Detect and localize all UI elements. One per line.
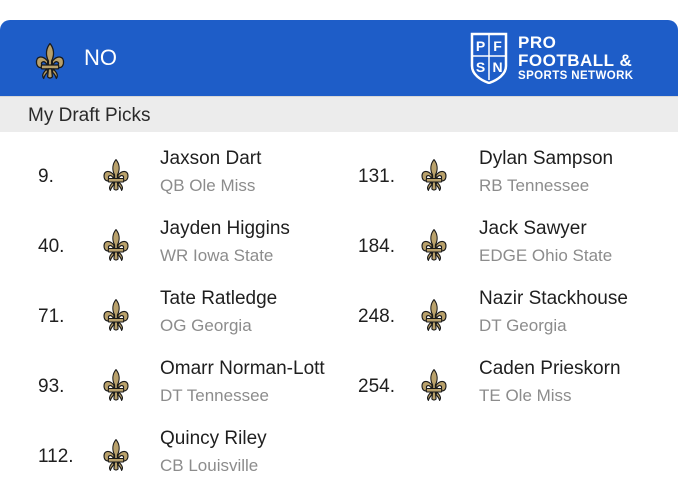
draft-pick-row: 9. Jaxson Dart QB Ole Miss	[0, 148, 320, 204]
draft-pick-row: 131. Dylan Sampson RB Tennessee	[0, 148, 613, 204]
brand-line-1: PRO	[518, 33, 557, 52]
pick-number: 9.	[38, 166, 54, 187]
svg-text:P: P	[476, 38, 485, 54]
section-title: My Draft Picks	[28, 105, 151, 126]
player-name: Jayden Higgins	[160, 218, 290, 239]
fleur-de-lis-icon	[34, 42, 66, 80]
pick-number: 248.	[358, 306, 395, 327]
fleur-de-lis-icon	[420, 368, 448, 402]
player-name: Dylan Sampson	[479, 148, 614, 169]
draft-pick-row: 71. Tate Ratledge OG Georgia	[0, 288, 320, 344]
draft-pick-row: 112. Quincy Riley CB Louisville	[0, 428, 320, 484]
brand-line-3: SPORTS NETWORK	[518, 70, 634, 82]
svg-text:S: S	[476, 59, 485, 75]
pick-number: 112.	[38, 446, 74, 467]
pfsn-badge-icon: P F S N	[470, 32, 508, 84]
pick-number: 71.	[38, 306, 65, 327]
player-name: Quincy Riley	[160, 428, 267, 449]
player-position-college: CB Louisville	[160, 456, 259, 475]
draft-pick-row: 184. Jack Sawyer EDGE Ohio State	[0, 218, 612, 274]
fleur-de-lis-icon	[420, 158, 448, 192]
team-header: NO P F S N PRO FOOTBALL & SPORTS NETWORK	[0, 20, 678, 96]
player-position-college: OG Georgia	[160, 316, 252, 335]
player-position-college: QB Ole Miss	[160, 176, 256, 195]
fleur-de-lis-icon	[420, 298, 448, 332]
player-name: Jaxson Dart	[160, 148, 262, 169]
player-name: Jack Sawyer	[479, 218, 587, 239]
player-name: Tate Ratledge	[160, 288, 278, 309]
player-position-college: TE Ole Miss	[479, 386, 572, 405]
player-name: Caden Prieskorn	[479, 358, 621, 379]
draft-pick-row: 93. Omarr Norman-Lott DT Tennessee	[0, 358, 325, 414]
svg-text:F: F	[493, 38, 502, 54]
fleur-de-lis-icon	[420, 228, 448, 262]
pick-number: 93.	[38, 376, 65, 397]
pfsn-wordmark: PRO FOOTBALL & SPORTS NETWORK	[518, 34, 634, 83]
team-abbreviation: NO	[84, 45, 117, 70]
fleur-de-lis-icon	[102, 438, 130, 472]
draft-pick-row: 248. Nazir Stackhouse DT Georgia	[0, 288, 628, 344]
pick-number: 184.	[358, 236, 395, 257]
brand-line-2: FOOTBALL &	[518, 51, 633, 70]
pick-number: 40.	[38, 236, 65, 257]
player-name: Omarr Norman-Lott	[160, 358, 325, 379]
draft-pick-row: 254. Caden Prieskorn TE Ole Miss	[0, 358, 621, 414]
player-position-college: EDGE Ohio State	[479, 246, 613, 265]
section-header: My Draft Picks	[0, 96, 678, 132]
svg-text:N: N	[492, 59, 502, 75]
player-position-college: DT Tennessee	[160, 386, 269, 405]
player-position-college: DT Georgia	[479, 316, 567, 335]
player-name: Nazir Stackhouse	[479, 288, 628, 309]
draft-pick-row: 40. Jayden Higgins WR Iowa State	[0, 218, 320, 274]
player-position-college: WR Iowa State	[160, 246, 274, 265]
player-position-college: RB Tennessee	[479, 176, 590, 195]
pick-number: 254.	[358, 376, 395, 397]
pick-number: 131.	[358, 166, 395, 187]
